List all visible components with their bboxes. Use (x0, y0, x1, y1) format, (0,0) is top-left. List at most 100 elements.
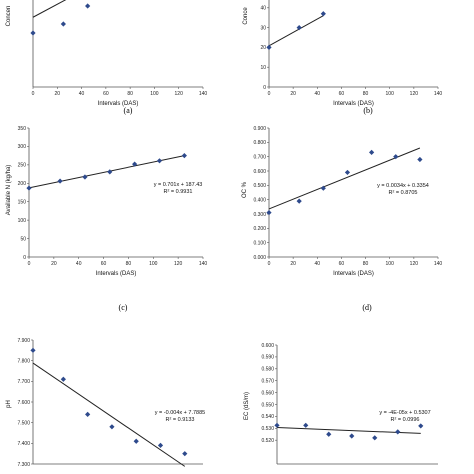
x-tick-label: 0 (28, 261, 31, 267)
trendline (268, 15, 324, 47)
y-tick-label: 7.300 (17, 462, 30, 468)
y-tick-label: 0.800 (253, 140, 266, 146)
x-tick-label: 60 (339, 91, 345, 97)
y-tick-label: 0.300 (253, 212, 266, 218)
trend-equation: y = 0.0034x + 0.3354 (377, 183, 429, 189)
data-point (296, 25, 302, 31)
y-axis-label: OC % (242, 181, 248, 198)
data-point (109, 424, 115, 430)
trendline (32, 362, 186, 467)
y-tick-label: 0.900 (253, 126, 266, 132)
x-tick-label: 40 (76, 261, 82, 267)
y-tick-label: 0.400 (253, 197, 266, 203)
y-tick-label: 150 (18, 200, 27, 206)
x-axis-label: Intervals (DAS) (98, 101, 139, 107)
x-tick-label: 80 (363, 91, 369, 97)
data-point (85, 411, 91, 417)
y-tick-label: 0 (23, 255, 26, 261)
x-tick-label: 100 (386, 261, 395, 267)
data-point (82, 174, 88, 180)
data-point (274, 422, 280, 428)
x-axis-label: Intervals (DAS) (333, 101, 374, 107)
x-tick-label: 40 (315, 261, 321, 267)
x-tick-label: 20 (290, 91, 296, 97)
x-tick-label: 60 (103, 91, 109, 97)
x-tick-label: 80 (127, 91, 133, 97)
y-tick-label: 50 (20, 236, 26, 242)
data-point (156, 158, 163, 164)
y-tick-label: 0.570 (261, 379, 274, 385)
x-tick-label: 120 (174, 261, 183, 267)
r-squared-label: R² = 0.9133 (166, 417, 195, 423)
data-point (266, 209, 272, 216)
data-point (107, 169, 113, 175)
y-tick-label: 0.600 (261, 343, 274, 349)
data-point (344, 169, 351, 176)
data-point (417, 156, 423, 163)
data-point (266, 44, 272, 50)
trend-equation: y = 0.701x + 187.43 (154, 182, 203, 188)
data-point (393, 154, 399, 160)
y-tick-label: 7.500 (17, 420, 30, 426)
y-tick-label: 0.540 (261, 414, 274, 420)
y-tick-label: 0.500 (253, 183, 266, 189)
y-tick-label: 0.200 (253, 226, 266, 232)
x-tick-label: 0 (268, 261, 271, 267)
y-tick-label: 7.400 (17, 441, 30, 447)
chart-panel-6: 0.520 0.530 0.540 0.550 0.560 0.570 0.580 0.590… (244, 343, 438, 465)
x-tick-label: 140 (434, 261, 443, 267)
x-tick-label: 100 (386, 91, 395, 97)
x-tick-label: 20 (55, 91, 61, 97)
data-point (372, 435, 378, 441)
r-squared-label: R² = 0.9931 (164, 189, 193, 195)
x-tick-label: 40 (79, 91, 85, 97)
y-axis-label: pH (6, 400, 12, 408)
data-point (418, 423, 424, 429)
y-tick-label: 0.600 (253, 169, 266, 175)
y-tick-label: 20 (260, 45, 266, 51)
r-squared-label: R² = 0.0996 (391, 417, 420, 423)
y-tick-label: 0 (263, 85, 266, 91)
x-tick-label: 120 (175, 91, 184, 97)
x-tick-label: 0 (268, 91, 271, 97)
y-axis-label: EC (dS/m) (244, 392, 250, 420)
y-tick-label: 0.700 (253, 154, 266, 160)
data-point (320, 185, 326, 191)
y-tick-label: 0.550 (261, 402, 274, 408)
data-point (395, 429, 401, 435)
data-point (60, 21, 66, 27)
data-point (132, 161, 138, 167)
data-point (57, 178, 63, 184)
data-point (26, 185, 32, 191)
y-tick-label: 0.560 (261, 390, 274, 396)
x-tick-label: 140 (434, 91, 443, 97)
chart-panel-2: 0 20 40 60 80 100 120 140 0 10 20 30 40 Intervals (DA… (243, 0, 442, 115)
y-tick-label: 0.100 (253, 240, 266, 246)
x-tick-label: 0 (32, 91, 35, 97)
x-tick-label: 140 (199, 261, 208, 267)
data-point (182, 451, 188, 457)
panel-label: (b) (363, 106, 373, 115)
y-tick-label: 0.000 (253, 255, 266, 261)
x-tick-label: 80 (363, 261, 369, 267)
x-axis-label: Intervals (DAS) (96, 271, 137, 277)
x-tick-label: 120 (410, 261, 419, 267)
x-tick-label: 20 (290, 261, 296, 267)
y-axis-label: Available N (kg/ha) (6, 165, 12, 216)
x-tick-label: 140 (199, 91, 208, 97)
data-point (296, 198, 302, 204)
x-tick-label: 60 (339, 261, 345, 267)
chart-panel-4: 0 20 40 60 80 100 120 140 0.000 0.100 0.200 0.300 0.… (242, 126, 442, 312)
x-tick-label: 60 (101, 261, 107, 267)
y-tick-label: 30 (260, 25, 266, 31)
y-axis-label: Concen (6, 6, 12, 27)
trend-equation: y = -4E-05x + 0.5307 (379, 410, 430, 416)
data-point (60, 376, 66, 382)
y-tick-label: 7.700 (17, 379, 30, 385)
trend-equation: y = -0.004x + 7.7885 (155, 410, 205, 416)
y-tick-label: 0.530 (261, 426, 274, 432)
y-tick-label: 100 (18, 218, 27, 224)
trendline (32, 0, 67, 18)
y-axis-label: Conce (243, 7, 249, 25)
